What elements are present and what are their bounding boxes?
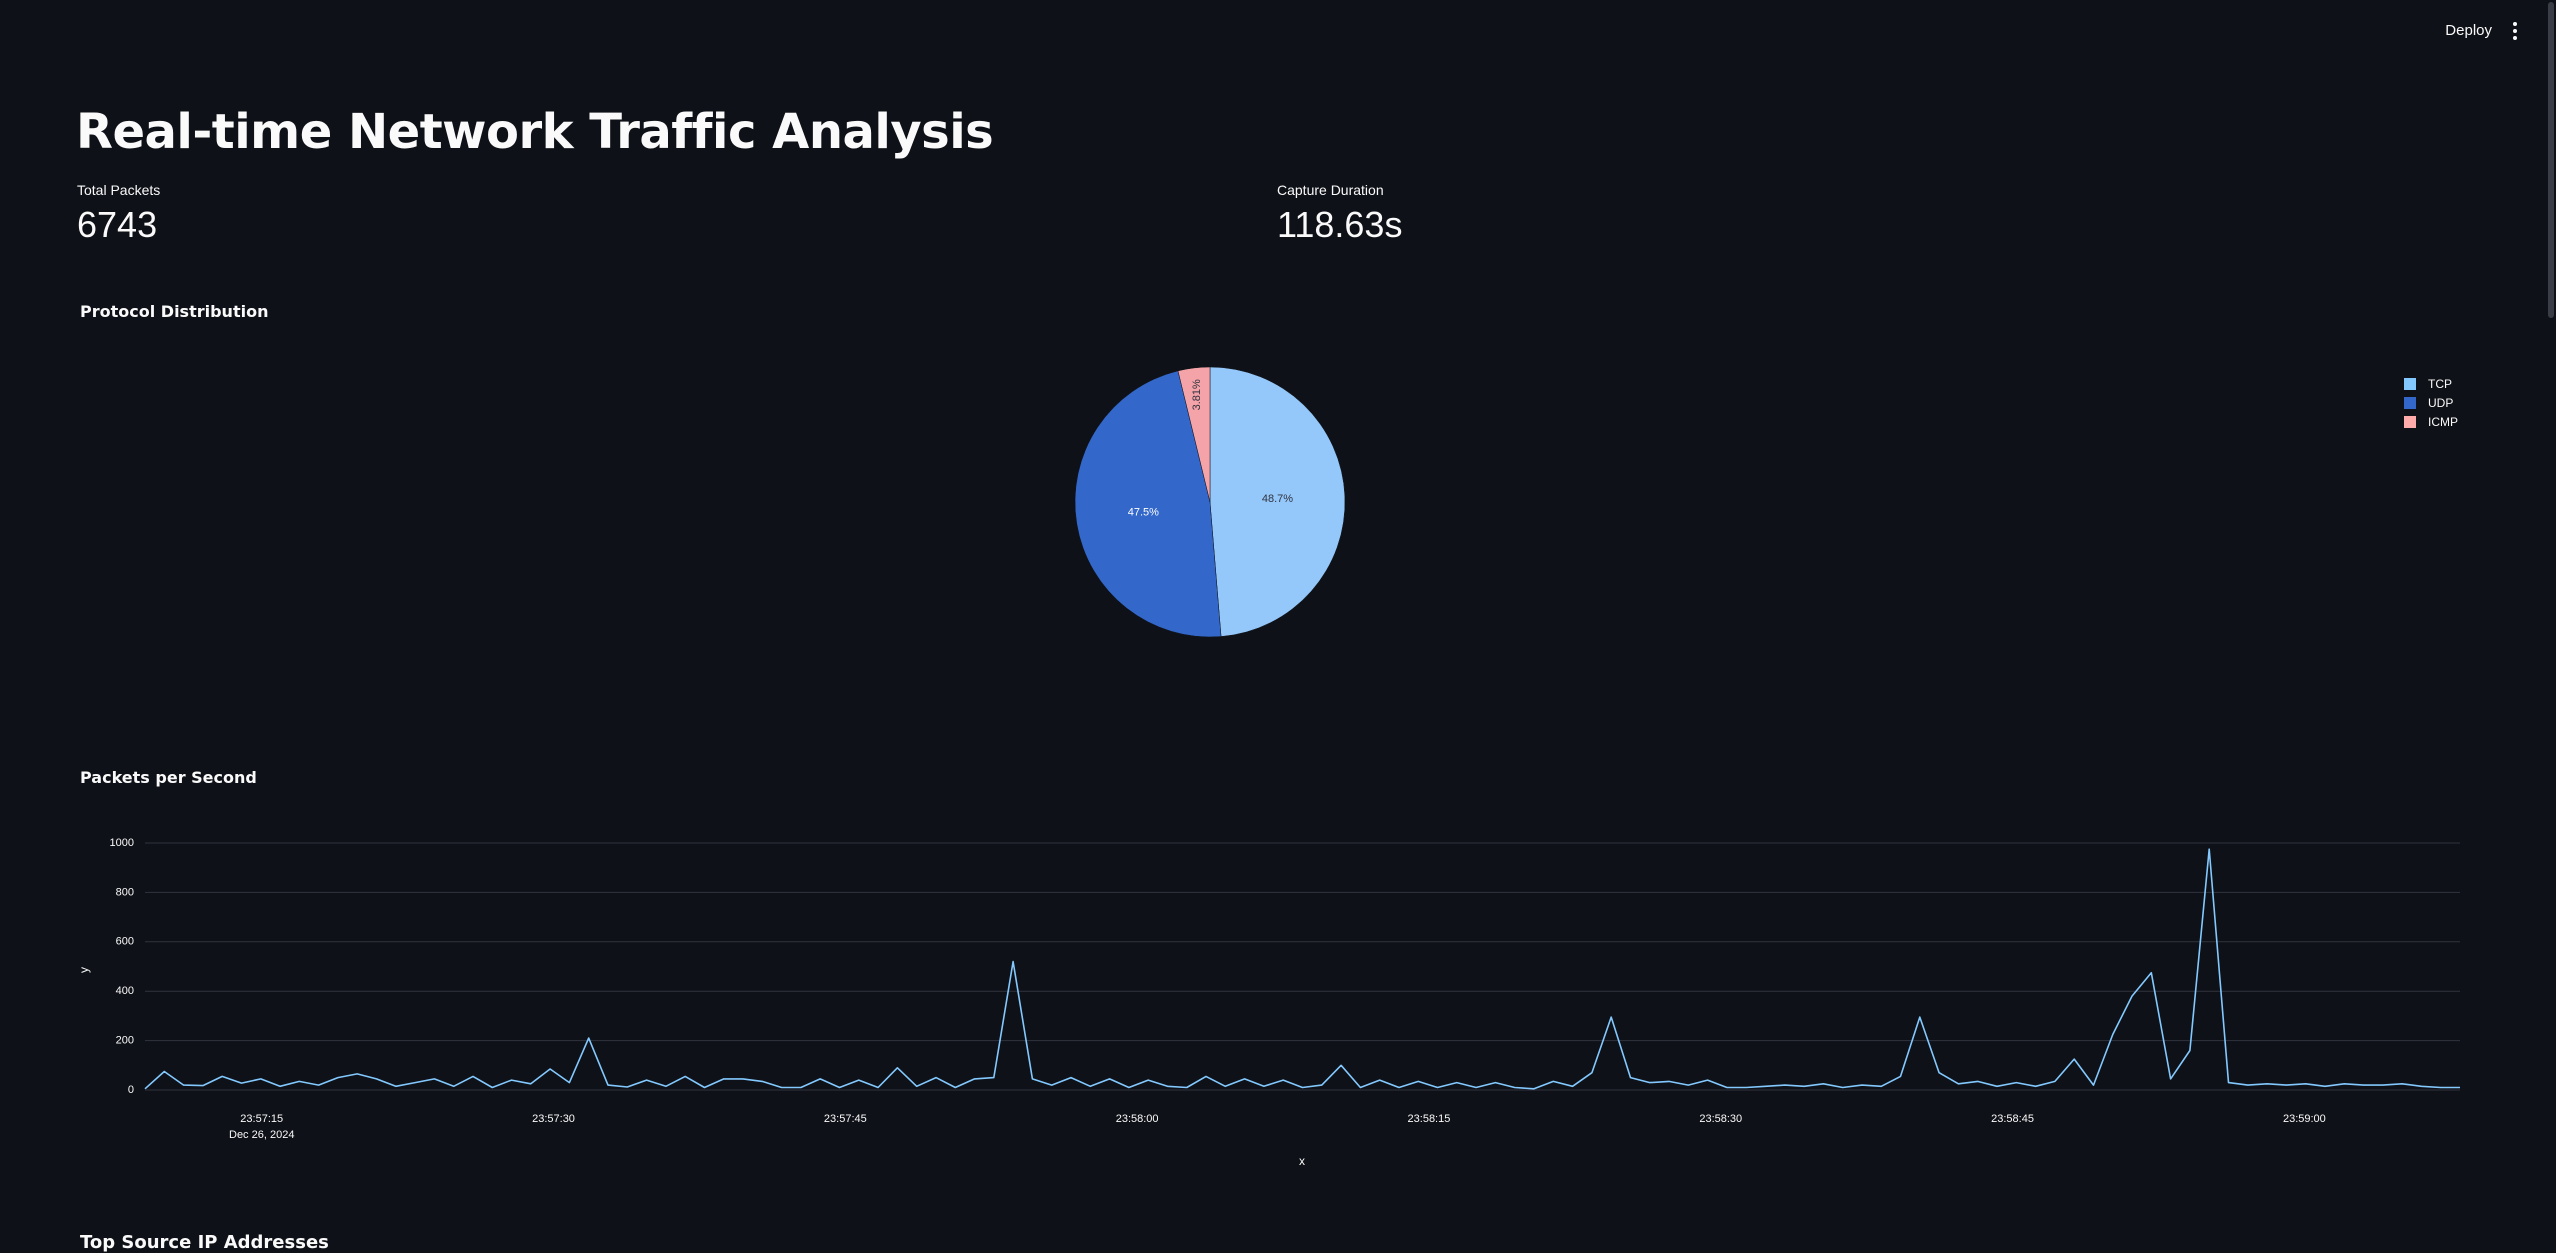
top-source-ips-title: Top Source IP Addresses	[80, 1232, 329, 1253]
x-tick-label: 23:57:15	[240, 1113, 283, 1125]
x-tick-date-label: Dec 26, 2024	[229, 1129, 294, 1141]
legend-label: UDP	[2428, 395, 2454, 410]
page-title: Real-time Network Traffic Analysis	[76, 104, 994, 160]
metric-total-packets: Total Packets 6743	[77, 182, 160, 246]
x-tick-label: 23:58:15	[1408, 1113, 1451, 1125]
top-bar: Deploy	[0, 0, 2556, 60]
y-axis-label: y	[77, 967, 91, 973]
protocol-pie-chart[interactable]: 48.7% 47.5% 3.81%	[1060, 360, 1360, 650]
y-tick-label: 400	[116, 985, 134, 997]
x-axis-label: x	[1299, 1154, 1305, 1168]
pie-slice-udp[interactable]	[1074, 370, 1222, 638]
metric-value: 6743	[77, 204, 158, 245]
y-tick-label: 1000	[110, 837, 134, 849]
y-tick-label: 800	[116, 886, 134, 898]
legend-label: TCP	[2428, 376, 2452, 391]
metric-capture-duration: Capture Duration 118.63s	[1277, 182, 1402, 246]
legend-swatch	[2404, 377, 2416, 390]
legend-item-tcp[interactable]: TCP	[2404, 374, 2458, 393]
pie-label-udp: 47.5%	[1128, 507, 1159, 519]
y-tick-label: 0	[128, 1084, 134, 1096]
x-tick-label: 23:57:30	[532, 1113, 575, 1125]
scrollbar[interactable]	[2546, 0, 2556, 1242]
metric-label: Capture Duration	[1277, 182, 1384, 198]
packets-per-second-title: Packets per Second	[80, 768, 257, 787]
scrollbar-thumb[interactable]	[2548, 2, 2554, 318]
pie-label-icmp: 3.81%	[1191, 379, 1203, 410]
y-tick-label: 600	[116, 936, 134, 948]
pie-slice-tcp[interactable]	[1209, 366, 1346, 637]
metric-label: Total Packets	[77, 182, 161, 198]
series-line[interactable]	[144, 848, 2460, 1090]
legend-item-udp[interactable]: UDP	[2404, 393, 2458, 412]
legend-swatch	[2404, 396, 2416, 409]
x-tick-label: 23:59:00	[2283, 1113, 2326, 1125]
legend-item-icmp[interactable]: ICMP	[2404, 412, 2458, 431]
pie-slice-icmp[interactable]	[1177, 366, 1211, 503]
protocol-distribution-title: Protocol Distribution	[80, 302, 269, 321]
pie-legend: TCP UDP ICMP	[2404, 374, 2458, 431]
deploy-button[interactable]: Deploy	[2437, 16, 2500, 46]
pie-label-tcp: 48.7%	[1262, 493, 1293, 505]
x-tick-label: 23:58:45	[1991, 1113, 2034, 1125]
x-tick-label: 23:58:30	[1699, 1113, 1742, 1125]
legend-swatch	[2404, 415, 2416, 428]
x-tick-label: 23:58:00	[1116, 1113, 1159, 1125]
y-tick-label: 200	[116, 1035, 134, 1047]
metric-value: 118.63s	[1277, 204, 1403, 245]
legend-label: ICMP	[2428, 414, 2458, 429]
packets-per-second-chart[interactable]: 0 200 400 600 800 1000 23:57:15 Dec 26, 2024 23:…	[0, 820, 2556, 1180]
x-tick-label: 23:57:45	[824, 1113, 867, 1125]
more-vertical-icon[interactable]	[2504, 16, 2526, 46]
